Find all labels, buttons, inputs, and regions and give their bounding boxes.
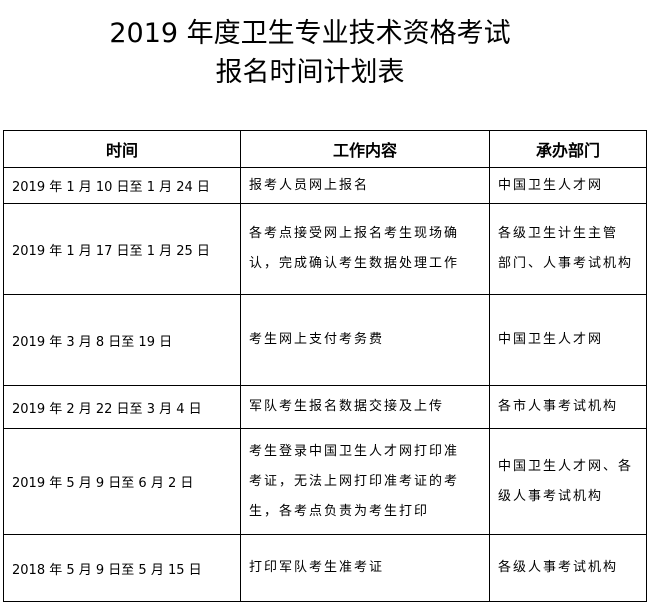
dept-cell: 中国卫生人才网 [489, 294, 647, 386]
table-row: 2019 年 2 月 22 日至 3 月 4 日军队考生报名数据交接及上传 各市人… [3, 385, 647, 429]
content-cell: 打印军队考生准考证 [240, 534, 490, 602]
dept-cell-line: 中国卫生人才网 [498, 332, 604, 347]
document-title: 2019 年度卫生专业技术资格考试 [109, 18, 511, 49]
content-cell-line: 报考人员网上报名 [249, 177, 370, 193]
dept-cell: 中国卫生人才网、各 级人事考试机构 [489, 428, 647, 535]
time-cell: 2019 年 1 月 17 日至 1 月 25 日 [3, 203, 241, 295]
content-cell-line: 考生网上支付考务费 [249, 332, 385, 347]
time-cell: 2019 年 3 月 8 日至 19 日 [3, 294, 241, 386]
dept-cell: 各市人事考试机构 [489, 385, 647, 429]
dept-cell-line: 各级卫生计生主管 [498, 226, 619, 241]
table-row: 2019 年 5 月 9 日至 6 月 2 日考生登录中国卫生人才网打印准 考证，… [3, 428, 647, 535]
table-row: 2019 年 3 月 8 日至 19 日考生网上支付考务费 中国卫生人才网 [3, 294, 647, 386]
header-time: 时间 [3, 130, 241, 168]
schedule-table: 时间 工作内容 承办部门 2019 年 1 月 10 日至 1 月 24 日报考… [3, 130, 647, 602]
header-dept: 承办部门 [489, 130, 647, 168]
content-cell: 报考人员网上报名 [240, 167, 490, 204]
table-row: 2018 年 5 月 9 日至 5 月 15 日打印军队考生准考证 各级人事考试机… [3, 534, 647, 602]
dept-cell-line: 部门、人事考试机构 [498, 256, 634, 271]
table-row: 2019 年 1 月 17 日至 1 月 25 日各考点接受网上报名考生现场确认… [3, 203, 647, 295]
time-cell: 2019 年 5 月 9 日至 6 月 2 日 [3, 428, 241, 535]
content-cell-line: 考证，无法上网打印准考证的考 [249, 473, 460, 489]
content-cell-line: 生，各考点负责为考生打印 [249, 503, 430, 519]
document-subtitle: 报名时间计划表 [215, 57, 405, 88]
content-cell-line: 各考点接受网上报名考生现场确 [249, 226, 460, 241]
content-cell-line: 考生登录中国卫生人才网打印准 [249, 443, 460, 459]
header-content: 工作内容 [240, 130, 490, 168]
dept-cell: 各级人事考试机构 [489, 534, 647, 602]
content-cell: 军队考生报名数据交接及上传 [240, 385, 490, 429]
content-cell: 考生登录中国卫生人才网打印准 考证，无法上网打印准考证的考 生，各考点负责为考生打印 [240, 428, 490, 535]
dept-cell-line: 各市人事考试机构 [498, 399, 619, 414]
content-cell-line: 军队考生报名数据交接及上传 [249, 399, 445, 414]
time-cell: 2019 年 2 月 22 日至 3 月 4 日 [3, 385, 241, 429]
content-cell-line: 认，完成确认考生数据处理工作 [249, 256, 460, 271]
dept-cell: 各级卫生计生主管 部门、人事考试机构 [489, 203, 647, 295]
content-cell: 各考点接受网上报名考生现场确 认，完成确认考生数据处理工作 [240, 203, 490, 295]
dept-cell: 中国卫生人才网 [489, 167, 647, 204]
dept-cell-line: 中国卫生人才网、各 [498, 458, 634, 474]
time-cell: 2018 年 5 月 9 日至 5 月 15 日 [3, 534, 241, 602]
dept-cell-line: 中国卫生人才网 [498, 177, 604, 193]
table-header-row: 时间 工作内容 承办部门 [3, 130, 647, 168]
time-cell: 2019 年 1 月 10 日至 1 月 24 日 [3, 167, 241, 204]
dept-cell-line: 级人事考试机构 [498, 488, 604, 504]
content-cell-line: 打印军队考生准考证 [249, 560, 385, 575]
dept-cell-line: 各级人事考试机构 [498, 560, 619, 575]
table-row: 2019 年 1 月 10 日至 1 月 24 日报考人员网上报名 中国卫生人才网 [3, 167, 647, 204]
content-cell: 考生网上支付考务费 [240, 294, 490, 386]
